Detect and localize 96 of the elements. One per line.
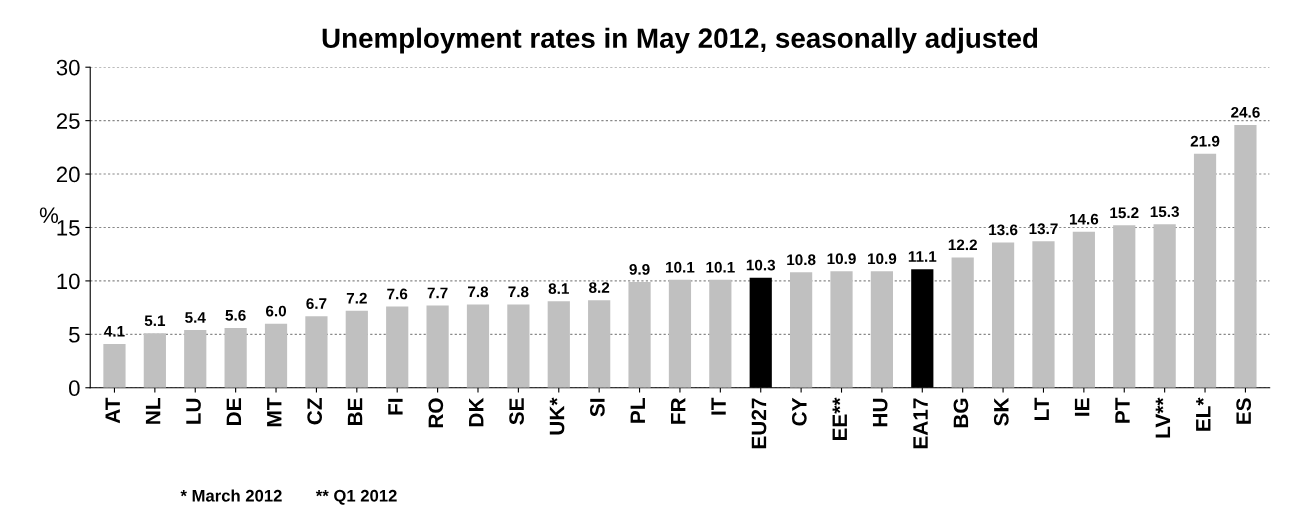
x-tick-label: RO [428, 398, 444, 428]
x-tick-label: DK [469, 397, 484, 427]
x-tick-label: SK [993, 397, 1009, 426]
data-label: 6.0 [265, 305, 287, 317]
x-tick-label: IE [1074, 398, 1090, 416]
text: ** Q1 2012 [315, 489, 397, 505]
x-tick-label: AT [105, 397, 120, 424]
x-tick-label: CZ [307, 398, 323, 425]
data-label: 10.9 [868, 253, 897, 265]
data-label: 24.6 [1231, 106, 1260, 118]
bar [790, 272, 813, 388]
x-tick-label: ES [1236, 398, 1252, 424]
x-tick-label: DE [226, 398, 242, 426]
data-label: 10.3 [746, 259, 776, 271]
y-axis-title: % [39, 207, 59, 223]
x-tick-label: BG [953, 398, 969, 428]
data-label: 4.1 [104, 326, 125, 337]
data-label: 12.2 [948, 239, 977, 251]
x-tick-label: SI [590, 398, 605, 417]
data-label: 13.6 [989, 224, 1018, 236]
x-tick-label: LU [186, 398, 201, 424]
y-tick-label: 10 [57, 273, 80, 290]
data-label: 7.8 [508, 286, 529, 298]
bar [951, 257, 974, 388]
data-label: 15.2 [1110, 207, 1139, 219]
bar [668, 279, 692, 388]
x-tick-label: EU27 [751, 398, 767, 449]
data-label: 10.1 [706, 261, 735, 273]
bar [507, 304, 530, 388]
x-tick-label: IT [711, 397, 726, 415]
data-label: 10.9 [827, 253, 856, 265]
y-tick-label: 5 [69, 327, 80, 343]
bar [184, 330, 207, 388]
bar [1193, 153, 1217, 388]
data-label: 21.9 [1190, 135, 1220, 147]
x-tick-label: SE [509, 398, 524, 425]
bar [386, 306, 409, 388]
bar [1153, 224, 1176, 388]
data-label: 15.3 [1150, 206, 1179, 218]
data-label: 7.7 [427, 287, 448, 299]
data-label: 10.8 [787, 254, 816, 266]
bar [547, 301, 570, 388]
x-tick-label: MT [267, 397, 282, 427]
bar [345, 310, 368, 388]
data-label: 7.8 [468, 286, 489, 298]
bar [103, 343, 126, 388]
y-tick-label: 30 [56, 59, 80, 76]
bar [991, 242, 1015, 388]
bar [628, 281, 651, 388]
data-label: 8.1 [548, 283, 569, 295]
data-label: 14.6 [1069, 213, 1099, 225]
y-tick-label: 25 [56, 113, 80, 129]
data-label: 7.6 [387, 288, 408, 300]
bar [1032, 241, 1055, 388]
text: * March 2012 [180, 489, 282, 502]
x-tick-label: FR [671, 397, 686, 424]
y-tick-label: 0 [69, 380, 80, 397]
chart-title: Unemployment rates in May 2012, seasonally adjusted [322, 27, 1038, 54]
bar [305, 316, 328, 388]
x-tick-label: CY [791, 397, 807, 426]
x-tick-label: UK* [549, 397, 565, 435]
x-tick-label: FI [388, 398, 403, 415]
data-label: 5.1 [144, 315, 166, 327]
bar [264, 323, 288, 388]
bar [466, 304, 490, 388]
x-tick-label: PT [1115, 397, 1130, 423]
data-label: 6.7 [306, 298, 327, 309]
bar [426, 305, 449, 388]
data-label: 5.4 [185, 312, 206, 323]
y-tick-label: 15 [57, 220, 80, 236]
x-tick-label: LV** [1155, 397, 1171, 438]
x-tick-label: BE [347, 398, 363, 426]
data-label: 9.9 [629, 263, 650, 275]
data-label: 8.2 [589, 282, 610, 293]
x-tick-label: EA17 [913, 398, 928, 449]
x-tick-label: LT [1034, 397, 1049, 420]
bar [1113, 225, 1136, 388]
bar [1234, 124, 1257, 388]
bar [830, 271, 853, 388]
x-tick-label: NL [145, 398, 161, 424]
data-label: 7.2 [346, 292, 367, 304]
bar [224, 327, 247, 388]
data-label: 10.1 [666, 261, 695, 273]
data-label: 5.6 [225, 309, 246, 321]
x-tick-label: EE** [832, 397, 847, 441]
bar [1072, 231, 1095, 388]
x-tick-label: PL [630, 398, 645, 423]
data-label: 13.7 [1029, 223, 1058, 235]
data-label: 11.1 [908, 251, 937, 262]
bar [709, 279, 732, 388]
bar [870, 271, 894, 388]
bar [143, 333, 166, 388]
x-tick-label: HU [872, 398, 888, 427]
x-tick-label: EL* [1196, 397, 1211, 431]
y-tick-label: 20 [56, 166, 80, 183]
bar [588, 300, 611, 388]
